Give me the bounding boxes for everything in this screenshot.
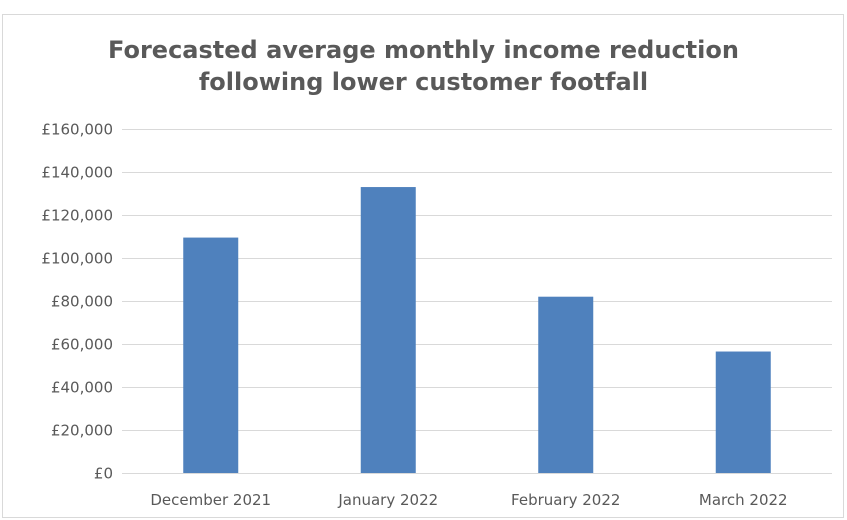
x-axis-tick-labels: December 2021 January 2022 February 2022 Ma… [150, 491, 787, 509]
x-tick-label: February 2022 [511, 491, 620, 509]
chart-title-line-2: following lower customer footfall [198, 68, 649, 96]
bar [360, 187, 416, 474]
bar [715, 351, 771, 473]
chart-title-line-1: Forecasted average monthly income reduct… [108, 36, 739, 64]
chart-frame [2, 14, 844, 518]
gridlines [122, 129, 832, 474]
x-tick-label: December 2021 [150, 491, 271, 509]
bar [538, 296, 594, 473]
y-tick-label: £0 [94, 465, 113, 483]
y-tick-label: £60,000 [51, 336, 113, 354]
y-tick-label: £20,000 [51, 422, 113, 440]
y-tick-label: £120,000 [41, 207, 113, 225]
y-tick-label: £140,000 [41, 164, 113, 182]
y-tick-label: £40,000 [51, 379, 113, 397]
y-tick-label: £100,000 [41, 250, 113, 268]
x-tick-label: March 2022 [699, 491, 788, 509]
x-tick-label: January 2022 [337, 491, 438, 509]
y-tick-label: £160,000 [41, 121, 113, 139]
bar [183, 237, 239, 473]
bars [183, 187, 771, 474]
chart-title: Forecasted average monthly income reduct… [0, 34, 847, 98]
y-axis-tick-labels: £0 £20,000 £40,000 £60,000 £80,000 £100,000 £1… [41, 121, 113, 483]
y-tick-label: £80,000 [51, 293, 113, 311]
